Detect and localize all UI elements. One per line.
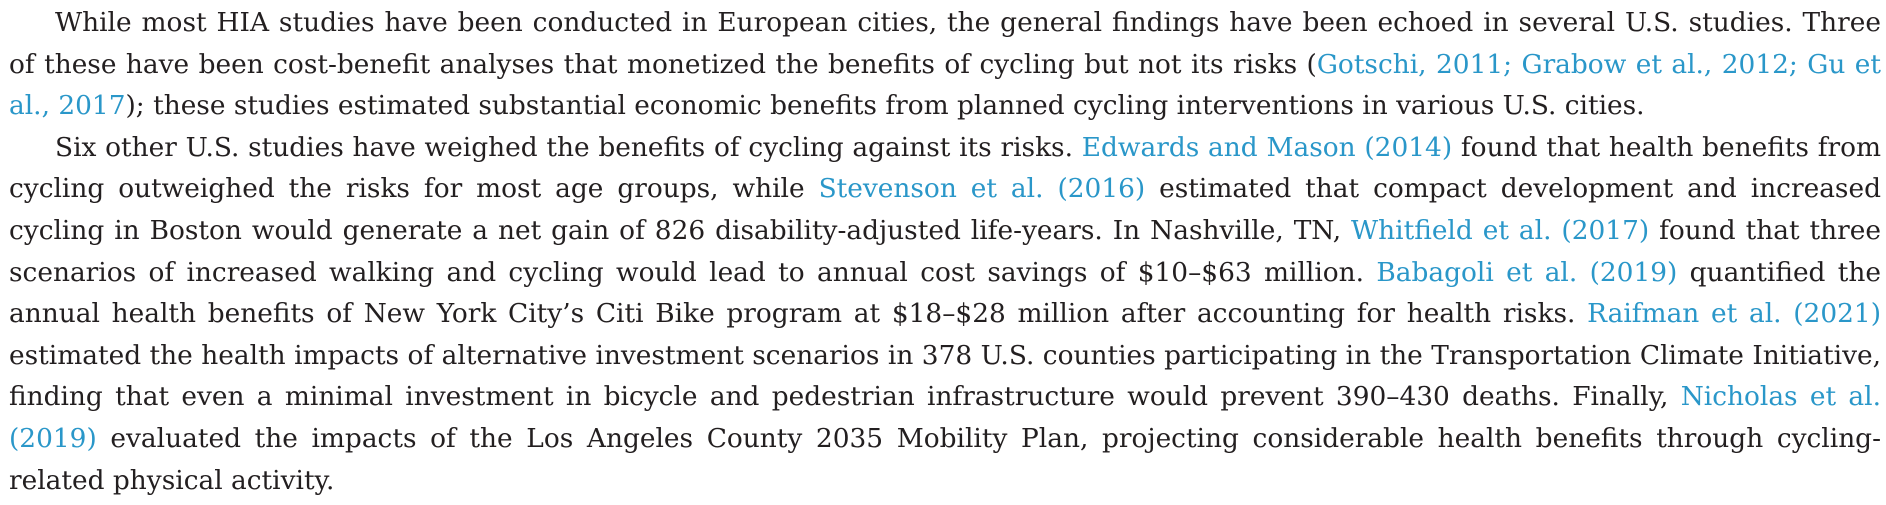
- citation-whitfield-2017[interactable]: Whitfield et al. (2017): [1351, 214, 1650, 246]
- paragraph-text: found that health benefits from cycling …: [9, 131, 1882, 205]
- paragraph-text: ); these studies estimated substantial e…: [125, 90, 1645, 122]
- paragraph-text: estimated that compact development and i…: [9, 173, 1881, 246]
- paragraph-text: evaluated the impacts of the Los Angeles…: [9, 422, 1881, 496]
- citation-gotschi-grabow-gu[interactable]: Gotschi, 2011; Grabow et al., 2012; Gu e…: [9, 48, 1881, 122]
- paragraph-text: found that three scenarios of increased …: [9, 214, 1881, 288]
- citation-stevenson-2016[interactable]: Stevenson et al. (2016): [818, 173, 1146, 205]
- citation-nicholas-2019[interactable]: Nicholas et al. (2019): [9, 381, 1881, 454]
- paragraph-us-studies-risks: Six other U.S. studies have weighed the …: [9, 127, 1881, 501]
- paragraph-us-studies-cost-benefit: While most HIA studies have been conduct…: [9, 2, 1881, 127]
- paragraph-text: Six other U.S. studies have weighed the …: [55, 131, 1082, 163]
- citation-raifman-2021[interactable]: Raifman et al. (2021): [1587, 298, 1881, 330]
- citation-edwards-mason-2014[interactable]: Edwards and Mason (2014): [1081, 131, 1453, 163]
- citation-babagoli-2019[interactable]: Babagoli et al. (2019): [1376, 256, 1678, 288]
- paragraph-text: While most HIA studies have been conduct…: [9, 7, 1881, 80]
- paragraph-text: estimated the health impacts of alternat…: [9, 339, 1881, 413]
- paragraph-text: quantified the annual health benefits of…: [9, 256, 1882, 330]
